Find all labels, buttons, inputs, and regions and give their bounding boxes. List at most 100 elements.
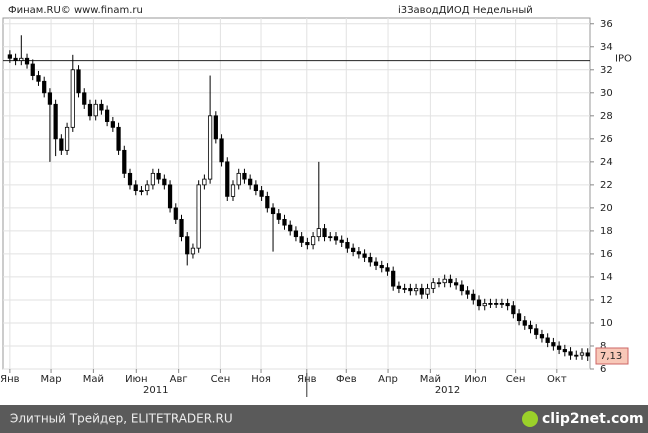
logo-icon [522, 411, 538, 427]
candle-body [368, 256, 373, 263]
candle-body [93, 103, 98, 117]
candle-body [139, 190, 144, 193]
candle-body [219, 138, 224, 163]
y-tick-label: 16 [600, 249, 613, 260]
candle-body [42, 80, 47, 94]
candle-body [351, 247, 356, 253]
candle-body [488, 303, 493, 305]
candle-body [133, 184, 138, 192]
candle-body [356, 251, 361, 255]
candle-body [242, 172, 247, 180]
candle-body [213, 115, 218, 140]
candle-body [288, 224, 293, 232]
x-tick-label: Сен [211, 374, 231, 385]
candle-body [70, 69, 75, 128]
candle-body [36, 75, 41, 82]
candle-body [156, 172, 161, 180]
y-tick-label: 28 [600, 111, 613, 122]
chart-title: i3ЗаводДИОД Недельный [398, 5, 533, 16]
candle-body [471, 293, 476, 301]
y-tick-label: 12 [600, 295, 613, 306]
candle-body [293, 230, 299, 238]
y-tick-label: 6 [600, 364, 606, 375]
candle-body [339, 239, 344, 243]
candle-body [276, 213, 281, 220]
ipo-label: IPO [615, 54, 632, 65]
candle-body [248, 178, 253, 186]
candle-body [316, 228, 321, 238]
candle-body [534, 328, 539, 335]
candle-body [385, 267, 390, 272]
y-tick-label: 20 [600, 203, 613, 214]
candle-body [585, 352, 590, 357]
candle-body [225, 161, 230, 197]
x-tick-label: Ноя [251, 374, 271, 385]
year-label: 2011 [143, 385, 168, 396]
x-tick-label: Янв [0, 374, 19, 385]
x-tick-label: Июл [464, 374, 486, 385]
candle-body [19, 57, 24, 61]
y-tick-label: 8 [600, 341, 606, 352]
x-tick-label: Апр [378, 374, 398, 385]
y-tick-label: 18 [600, 226, 613, 237]
source: Финам.RU© www.finam.ru [8, 5, 143, 16]
candle-body [408, 288, 413, 292]
candle-body [551, 342, 556, 347]
candle-body [13, 57, 18, 61]
candle-body [259, 190, 264, 197]
candle-body [494, 303, 499, 305]
candle-body [196, 184, 201, 249]
candle-body [230, 184, 236, 197]
candle-body [499, 303, 505, 305]
candle-body [185, 236, 190, 255]
candle-body [310, 236, 316, 246]
candle-body [574, 354, 579, 357]
x-tick-label: Май [420, 374, 441, 385]
y-tick-label: 32 [600, 65, 613, 76]
candle-body [7, 54, 12, 59]
x-tick-label: Сен [506, 374, 526, 385]
last-price-label: 7,13 [600, 351, 622, 362]
y-tick-label: 26 [600, 134, 613, 145]
y-tick-label: 22 [600, 180, 613, 191]
candle-body [436, 282, 442, 285]
x-tick-label: Авг [170, 374, 188, 385]
x-tick-label: Июн [125, 374, 147, 385]
candle-body [265, 195, 270, 209]
y-tick-label: 14 [600, 272, 613, 283]
candle-body [282, 218, 287, 226]
candle-body [465, 290, 470, 295]
candle-body [516, 313, 522, 322]
candle-body [333, 236, 339, 241]
year-label: 2012 [435, 385, 460, 396]
x-tick-label: Мар [41, 374, 62, 385]
candle-body [24, 57, 30, 65]
candle-body [105, 109, 110, 122]
candle-body [362, 253, 367, 258]
candle-body [122, 149, 127, 174]
candle-body [442, 278, 447, 284]
candle-body [30, 63, 35, 76]
y-tick-label: 34 [600, 42, 613, 53]
last-price-box [595, 347, 629, 365]
candle-body [454, 282, 459, 286]
y-tick-label: 24 [600, 157, 613, 168]
candle-body [373, 261, 379, 266]
candle-body [545, 337, 550, 343]
candle-body [328, 236, 333, 239]
candle-body [345, 242, 350, 249]
candle-body [59, 138, 64, 151]
candle-body [150, 172, 156, 186]
footer-text: Элитный Трейдер, ELITETRADER.RU [10, 412, 233, 426]
candle-body [167, 184, 173, 209]
y-tick-label: 30 [600, 88, 613, 99]
candle-body [207, 115, 213, 180]
candle-body [236, 172, 241, 186]
candle-body [322, 228, 327, 238]
candle-body [53, 103, 58, 140]
plot-frame [2, 17, 591, 370]
candle-body [396, 285, 402, 289]
candle-body [173, 207, 178, 220]
logo: clip2net.com [542, 411, 644, 427]
